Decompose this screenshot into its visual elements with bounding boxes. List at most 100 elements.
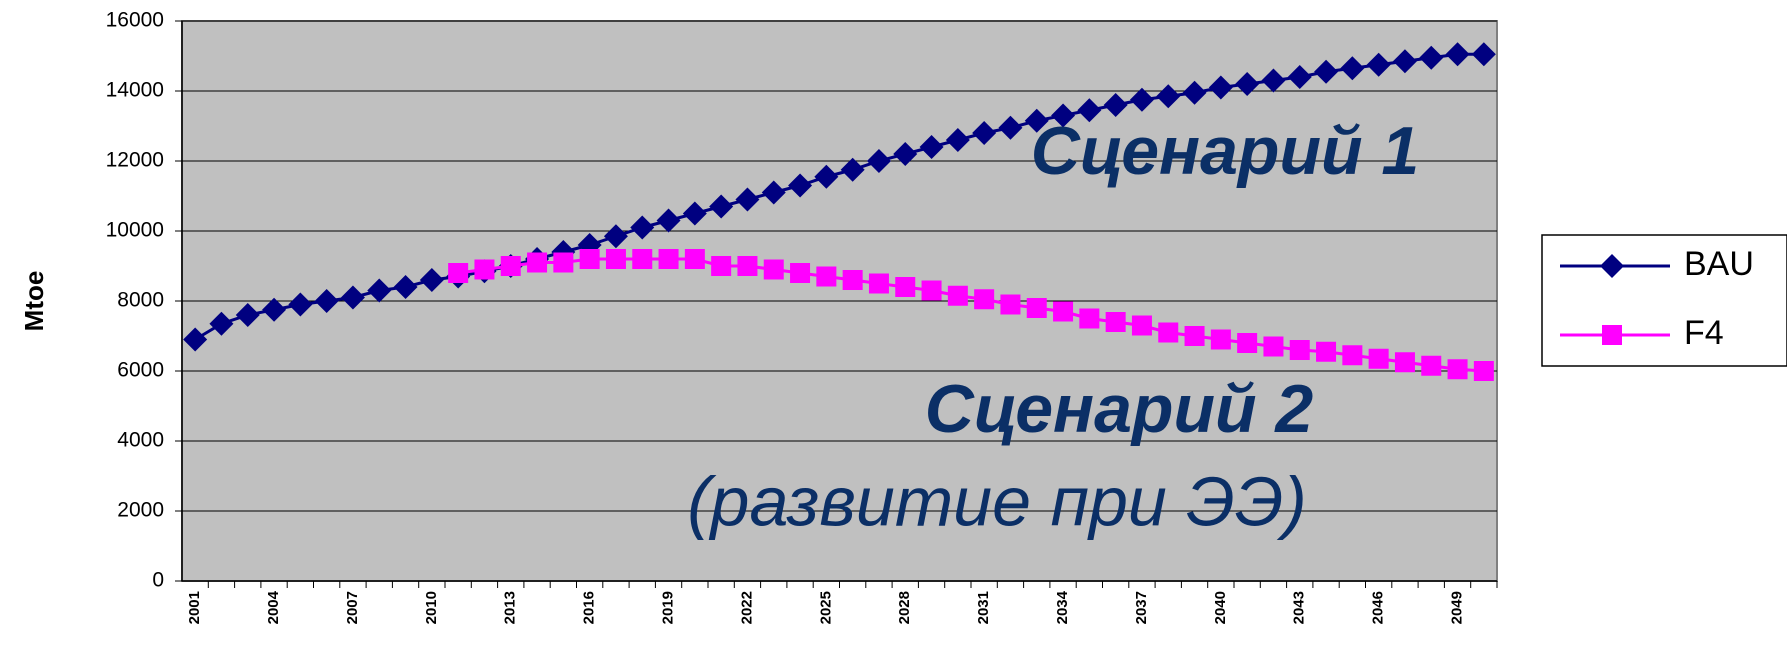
data-point bbox=[893, 142, 918, 166]
data-point bbox=[814, 164, 839, 189]
data-point bbox=[974, 289, 995, 310]
data-point bbox=[1237, 333, 1258, 353]
x-tick-label: 2010 bbox=[423, 591, 440, 624]
data-point bbox=[527, 252, 548, 273]
x-tick-label: 2040 bbox=[1212, 591, 1229, 624]
data-point bbox=[816, 266, 837, 287]
legend-label: F4 bbox=[1684, 314, 1724, 352]
data-point bbox=[763, 259, 784, 280]
data-point bbox=[866, 149, 891, 173]
x-tick-label: 2007 bbox=[344, 591, 361, 624]
data-point bbox=[972, 121, 997, 145]
data-point bbox=[895, 277, 916, 297]
data-point bbox=[1024, 108, 1049, 133]
data-point bbox=[314, 289, 339, 313]
data-point bbox=[1077, 98, 1102, 123]
data-point bbox=[448, 263, 469, 283]
data-point bbox=[1287, 65, 1312, 89]
data-point bbox=[235, 303, 260, 327]
data-point bbox=[1105, 312, 1126, 332]
data-point bbox=[1156, 84, 1181, 109]
data-point bbox=[1366, 52, 1391, 77]
y-tick-label: 16000 bbox=[106, 9, 164, 32]
data-point bbox=[711, 256, 732, 276]
data-point bbox=[868, 273, 889, 294]
data-point bbox=[209, 311, 234, 336]
data-point bbox=[842, 270, 863, 290]
x-tick-label: 2046 bbox=[1370, 591, 1387, 624]
data-point bbox=[1210, 329, 1231, 350]
data-point bbox=[1314, 59, 1339, 84]
data-point bbox=[1051, 103, 1076, 128]
series-line bbox=[457, 257, 1484, 373]
data-point bbox=[340, 285, 365, 310]
data-point bbox=[684, 249, 705, 269]
data-point bbox=[632, 249, 653, 269]
data-point bbox=[1129, 87, 1154, 112]
data-point bbox=[1182, 80, 1207, 105]
data-point bbox=[393, 275, 418, 299]
data-point bbox=[1263, 336, 1284, 357]
data-point bbox=[1261, 68, 1286, 93]
data-point bbox=[1026, 298, 1047, 318]
data-point bbox=[1208, 75, 1233, 100]
x-tick-label: 2025 bbox=[817, 591, 834, 624]
data-point bbox=[367, 278, 392, 303]
data-point bbox=[1419, 45, 1444, 70]
y-tick-label: 2000 bbox=[117, 499, 164, 522]
annotation: Сценарий 2 bbox=[925, 371, 1314, 447]
x-tick-label: 2004 bbox=[265, 590, 282, 624]
x-tick-label: 2019 bbox=[660, 591, 677, 624]
data-point bbox=[603, 224, 628, 249]
data-point bbox=[1394, 352, 1415, 373]
data-point bbox=[1235, 72, 1260, 96]
data-point bbox=[761, 180, 786, 205]
data-point bbox=[1000, 294, 1021, 315]
data-point bbox=[1340, 56, 1365, 81]
data-point bbox=[1053, 301, 1074, 322]
data-point bbox=[840, 157, 865, 182]
x-tick-label: 2028 bbox=[896, 591, 913, 624]
data-point bbox=[998, 115, 1023, 140]
legend-box bbox=[1541, 234, 1787, 367]
data-point bbox=[1184, 326, 1205, 346]
data-point bbox=[1316, 341, 1337, 362]
y-tick-label: 8000 bbox=[117, 289, 164, 312]
data-point bbox=[1421, 355, 1442, 376]
data-point bbox=[945, 128, 970, 152]
data-point bbox=[1471, 42, 1496, 67]
y-axis-label: Mtoe bbox=[19, 271, 49, 332]
y-tick-label: 0 bbox=[152, 569, 164, 592]
legend-marker bbox=[1600, 254, 1624, 278]
legend-label: BAU bbox=[1684, 245, 1754, 283]
data-point bbox=[921, 280, 942, 301]
data-point bbox=[658, 249, 679, 269]
data-point bbox=[1342, 345, 1363, 366]
x-tick-label: 2022 bbox=[738, 591, 755, 624]
data-point bbox=[919, 135, 944, 159]
data-point bbox=[735, 187, 760, 212]
y-tick-label: 10000 bbox=[106, 219, 164, 242]
data-point bbox=[183, 327, 208, 352]
x-tick-label: 2049 bbox=[1449, 591, 1466, 624]
x-tick-label: 2043 bbox=[1291, 591, 1308, 624]
data-point bbox=[790, 263, 811, 283]
data-point bbox=[553, 252, 574, 273]
data-point bbox=[1289, 340, 1310, 360]
y-tick-label: 12000 bbox=[106, 149, 164, 172]
data-point bbox=[1445, 42, 1470, 67]
data-point bbox=[788, 173, 813, 198]
data-point bbox=[1131, 315, 1152, 336]
y-tick-label: 4000 bbox=[117, 429, 164, 452]
y-tick-label: 6000 bbox=[117, 359, 164, 382]
data-point bbox=[1103, 93, 1128, 117]
data-point bbox=[1158, 322, 1179, 343]
data-point bbox=[262, 297, 287, 322]
x-tick-label: 2034 bbox=[1054, 590, 1071, 624]
data-point bbox=[682, 201, 707, 226]
x-tick-label: 2001 bbox=[186, 591, 203, 624]
data-point bbox=[419, 268, 444, 292]
annotation: (развитие при ЭЭ) bbox=[687, 462, 1307, 540]
data-point bbox=[1392, 49, 1417, 74]
